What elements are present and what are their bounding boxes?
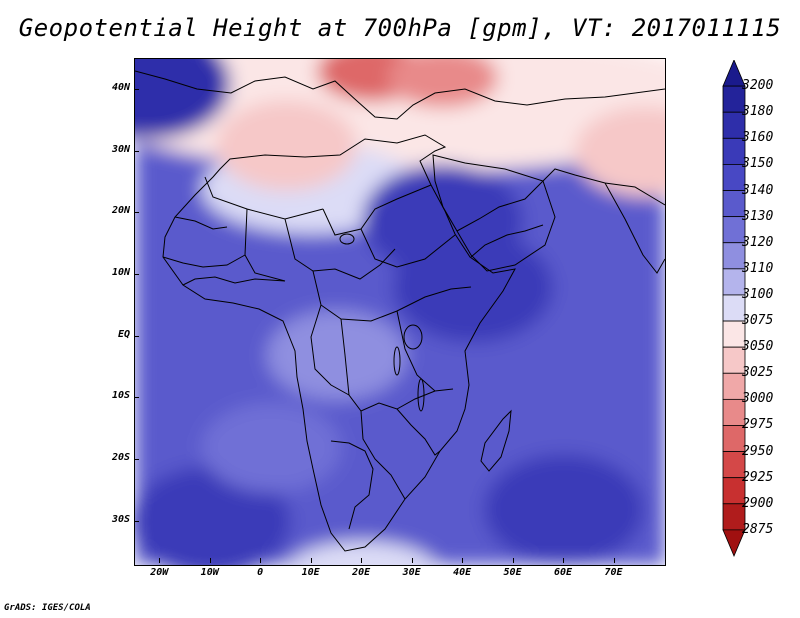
border-line	[182, 276, 286, 286]
latitude-label: 10S	[111, 390, 130, 402]
latitude-tick	[134, 397, 139, 399]
madagascar-coastline	[480, 409, 512, 472]
longitude-tick	[613, 558, 615, 563]
border-line	[340, 318, 436, 412]
colorbar-level-label: 2975	[742, 417, 774, 433]
colorbar-segment	[722, 529, 746, 558]
latitude-tick	[134, 520, 139, 522]
border-line	[470, 224, 544, 258]
latitude-tick	[134, 335, 139, 337]
field-feature	[288, 541, 436, 565]
border-line	[396, 310, 454, 392]
colorbar-level-label: 3140	[742, 182, 774, 198]
border-line	[360, 410, 406, 500]
longitude-tick	[512, 558, 514, 563]
latitude-tick	[134, 459, 139, 461]
field-feature	[393, 232, 554, 343]
field-feature	[135, 59, 231, 139]
colorbar-level-label: 3150	[742, 156, 774, 172]
longitude-label: 50E	[503, 567, 522, 578]
colorbar-level-label: 3050	[742, 339, 774, 355]
field-feature	[266, 310, 407, 401]
longitude-tick	[209, 558, 211, 563]
longitude-label: 10W	[200, 567, 219, 578]
longitude-label: 10E	[301, 567, 320, 578]
colorbar-level-label: 2900	[742, 495, 774, 511]
longitude-label: 40E	[453, 567, 472, 578]
longitude-tick	[462, 558, 464, 563]
longitude-label: 70E	[604, 567, 623, 578]
field-feature	[135, 466, 291, 565]
geopotential-map	[135, 59, 665, 565]
latitude-label: EQ	[117, 328, 130, 340]
colorbar-level-label: 2950	[742, 443, 774, 459]
longitude-tick	[411, 558, 413, 563]
colorbar-level-label: 3120	[742, 234, 774, 250]
longitude-label: 20E	[352, 567, 371, 578]
longitude-label: 0	[257, 567, 264, 578]
arabia-coastline	[432, 154, 556, 272]
border-line	[244, 208, 286, 282]
latitude-label: 40N	[111, 81, 130, 93]
border-line	[330, 440, 374, 530]
border-line	[360, 228, 456, 268]
colorbar-level-label: 3180	[742, 104, 774, 120]
latitude-tick	[134, 88, 139, 90]
latitude-tick	[134, 273, 139, 275]
latitude-tick	[134, 212, 139, 214]
latitude-label: 10N	[111, 266, 130, 278]
coastlines	[135, 70, 665, 552]
colorbar-level-label: 3200	[742, 78, 774, 94]
field-feature	[484, 454, 645, 565]
border-line	[456, 180, 544, 232]
colorbar-level-label: 3025	[742, 365, 774, 381]
longitude-label: 20W	[150, 567, 169, 578]
latitude-label: 20N	[111, 205, 130, 217]
colorbar-level-label: 3075	[742, 313, 774, 329]
border-line	[310, 304, 350, 396]
colorbar-level-label: 3130	[742, 208, 774, 224]
lake-victoria	[403, 324, 423, 350]
map-panel	[134, 58, 666, 566]
colorbar-level-label: 2925	[742, 469, 774, 485]
longitude-tick	[310, 558, 312, 563]
colorbar-level-label: 2875	[742, 521, 774, 537]
longitude-tick	[563, 558, 565, 563]
india-coastline	[604, 182, 665, 274]
longitude-tick	[260, 558, 262, 563]
border-line	[284, 218, 396, 280]
field-feature	[387, 59, 498, 108]
border-line	[322, 184, 432, 236]
europe-coastline	[135, 70, 665, 120]
longitude-label: 30E	[402, 567, 421, 578]
colorbar-level-label: 3100	[742, 286, 774, 302]
colorbar	[722, 60, 746, 558]
longitude-tick	[361, 558, 363, 563]
field-feature	[201, 402, 342, 493]
latitude-label: 30N	[111, 143, 130, 155]
latitude-tick	[134, 150, 139, 152]
longitude-label: 60E	[554, 567, 573, 578]
border-line	[174, 216, 228, 230]
border-line	[162, 254, 246, 268]
lake-malawi	[417, 378, 425, 412]
grads-credit: GrADS: IGES/COLA	[4, 603, 91, 613]
border-line	[312, 270, 472, 322]
longitude-tick	[159, 558, 161, 563]
colorbar-level-label: 3160	[742, 130, 774, 146]
field-feature	[574, 106, 665, 197]
latitude-label: 20S	[111, 452, 130, 464]
height-field	[135, 59, 665, 565]
chart-title: Geopotential Height at 700hPa [gpm], VT:…	[18, 14, 782, 42]
colorbar-level-label: 3000	[742, 391, 774, 407]
lake-chad	[339, 233, 355, 245]
lake-tanganyika	[393, 346, 401, 376]
field-feature	[216, 100, 357, 191]
border-line	[396, 408, 441, 456]
colorbar-level-label: 3110	[742, 260, 774, 276]
latitude-label: 30S	[111, 513, 130, 525]
